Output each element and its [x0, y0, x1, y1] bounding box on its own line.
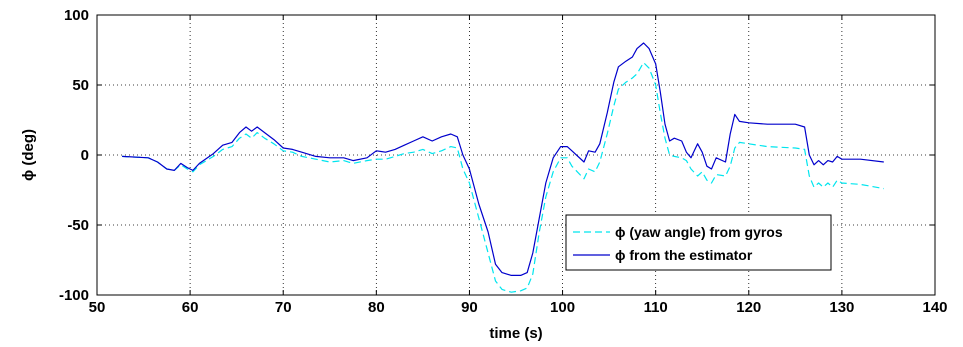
y-axis-label: ϕ (deg) [20, 129, 37, 181]
legend-box [565, 214, 832, 271]
x-tick-label: 130 [829, 299, 854, 316]
x-tick-label: 140 [922, 299, 947, 316]
x-tick-label: 90 [461, 299, 478, 316]
grid-lines [97, 15, 935, 295]
x-tick-label: 60 [182, 299, 199, 316]
y-tick-label: 0 [81, 147, 89, 164]
x-tick-label: 50 [89, 299, 106, 316]
x-tick-label: 110 [644, 299, 668, 316]
y-tick-label: 100 [64, 7, 89, 24]
x-tick-label: 80 [368, 299, 385, 316]
y-tick-label: -50 [67, 217, 89, 234]
legend-label-gyros: ϕ (yaw angle) from gyros [615, 224, 783, 240]
y-tick-label: 50 [72, 77, 89, 94]
y-tick-label: -100 [59, 287, 89, 304]
x-tick-label: 70 [275, 299, 292, 316]
legend: ϕ (yaw angle) from gyros ϕ from the esti… [565, 214, 832, 271]
series-line-estimator [122, 42, 884, 276]
x-tick-label: 120 [736, 299, 761, 316]
legend-label-estimator: ϕ from the estimator [615, 247, 753, 263]
x-axis-label: time (s) [489, 325, 542, 342]
x-tick-label: 100 [550, 299, 575, 316]
series-line-gyros [122, 62, 884, 293]
axis-ticks: 50 60 70 80 90 100 110 120 130 140 -100 -50 0 50 100 [59, 7, 948, 316]
plot-series [122, 42, 884, 293]
